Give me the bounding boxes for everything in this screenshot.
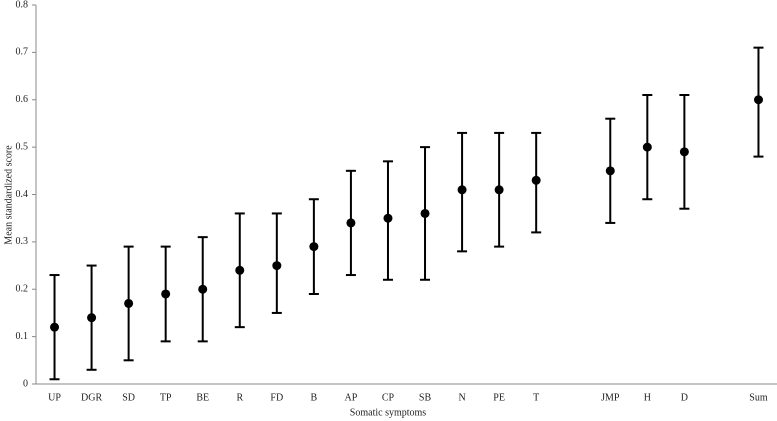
y-tick-label: 0.6 bbox=[16, 94, 29, 105]
x-tick-label: SB bbox=[419, 392, 432, 403]
y-tick-label: 0 bbox=[23, 378, 28, 389]
y-tick-label: 0.1 bbox=[16, 331, 29, 342]
y-axis-label: Mean standardized score bbox=[3, 145, 14, 245]
x-tick-label: TP bbox=[160, 392, 172, 403]
x-tick-label: N bbox=[458, 392, 465, 403]
point bbox=[272, 261, 282, 271]
point bbox=[124, 298, 134, 308]
x-tick-label: D bbox=[681, 392, 688, 403]
point bbox=[87, 313, 97, 323]
y-tick-label: 0.2 bbox=[16, 284, 29, 295]
x-tick-label: JMP bbox=[601, 392, 620, 403]
point bbox=[50, 322, 60, 332]
x-tick-label: CP bbox=[382, 392, 395, 403]
y-tick-label: 0.7 bbox=[16, 47, 29, 58]
y-tick-label: 0.4 bbox=[16, 189, 29, 200]
x-tick-label: AP bbox=[345, 392, 358, 403]
point bbox=[679, 147, 689, 157]
point bbox=[753, 95, 763, 105]
point bbox=[346, 218, 356, 228]
point bbox=[383, 213, 393, 223]
point bbox=[494, 185, 504, 195]
x-tick-label: UP bbox=[48, 392, 61, 403]
x-tick-label: T bbox=[533, 392, 539, 403]
point bbox=[198, 284, 208, 294]
x-tick-label: BE bbox=[196, 392, 209, 403]
x-tick-label: FD bbox=[270, 392, 283, 403]
point bbox=[457, 185, 467, 195]
y-tick-label: 0.5 bbox=[16, 141, 29, 152]
x-tick-label: Sum bbox=[749, 392, 768, 403]
x-tick-label: R bbox=[236, 392, 243, 403]
x-axis-label: Somatic symptoms bbox=[350, 407, 427, 418]
y-tick-label: 0.8 bbox=[16, 0, 29, 10]
x-tick-label: PE bbox=[493, 392, 505, 403]
point bbox=[309, 242, 319, 252]
y-tick-label: 0.3 bbox=[16, 236, 29, 247]
point bbox=[531, 175, 541, 185]
point bbox=[420, 208, 430, 218]
point bbox=[161, 289, 171, 299]
x-tick-label: DGR bbox=[81, 392, 102, 403]
x-tick-label: SD bbox=[122, 392, 135, 403]
x-tick-label: H bbox=[644, 392, 651, 403]
point bbox=[605, 166, 615, 176]
point bbox=[235, 265, 245, 275]
point bbox=[642, 142, 652, 152]
x-tick-label: B bbox=[311, 392, 318, 403]
